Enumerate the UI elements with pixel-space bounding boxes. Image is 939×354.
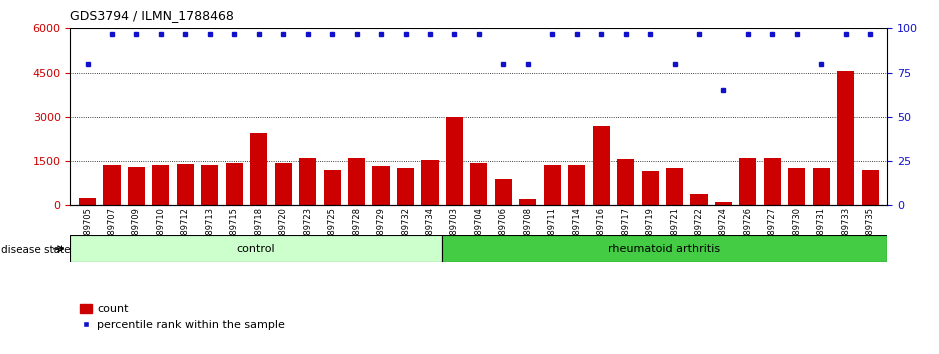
Bar	[666, 169, 684, 205]
Text: control: control	[237, 244, 275, 254]
Bar	[544, 165, 561, 205]
Bar	[397, 169, 414, 205]
Bar	[250, 133, 268, 205]
Bar	[789, 169, 806, 205]
Bar	[495, 179, 512, 205]
Bar	[348, 158, 365, 205]
Bar	[79, 198, 96, 205]
Legend: count, percentile rank within the sample: count, percentile rank within the sample	[76, 299, 289, 334]
Bar	[446, 117, 463, 205]
Bar	[275, 164, 292, 205]
Bar	[617, 159, 634, 205]
Bar	[177, 164, 194, 205]
Bar	[103, 166, 120, 205]
Bar	[641, 171, 658, 205]
Bar	[593, 126, 609, 205]
Bar	[690, 194, 708, 205]
Bar	[739, 158, 757, 205]
Bar	[519, 199, 536, 205]
Bar	[763, 158, 781, 205]
Bar	[373, 166, 390, 205]
Bar	[441, 235, 887, 262]
Bar	[715, 202, 732, 205]
Text: GDS3794 / ILMN_1788468: GDS3794 / ILMN_1788468	[70, 9, 235, 22]
Bar	[70, 235, 441, 262]
Bar	[300, 158, 316, 205]
Bar	[813, 169, 830, 205]
Text: disease state: disease state	[1, 245, 70, 255]
Bar	[838, 71, 854, 205]
Bar	[862, 170, 879, 205]
Bar	[152, 165, 169, 205]
Bar	[128, 167, 145, 205]
Bar	[225, 164, 243, 205]
Bar	[568, 165, 585, 205]
Bar	[201, 165, 219, 205]
Bar	[324, 170, 341, 205]
Text: rheumatoid arthritis: rheumatoid arthritis	[608, 244, 720, 254]
Bar	[422, 160, 439, 205]
Bar	[470, 162, 487, 205]
